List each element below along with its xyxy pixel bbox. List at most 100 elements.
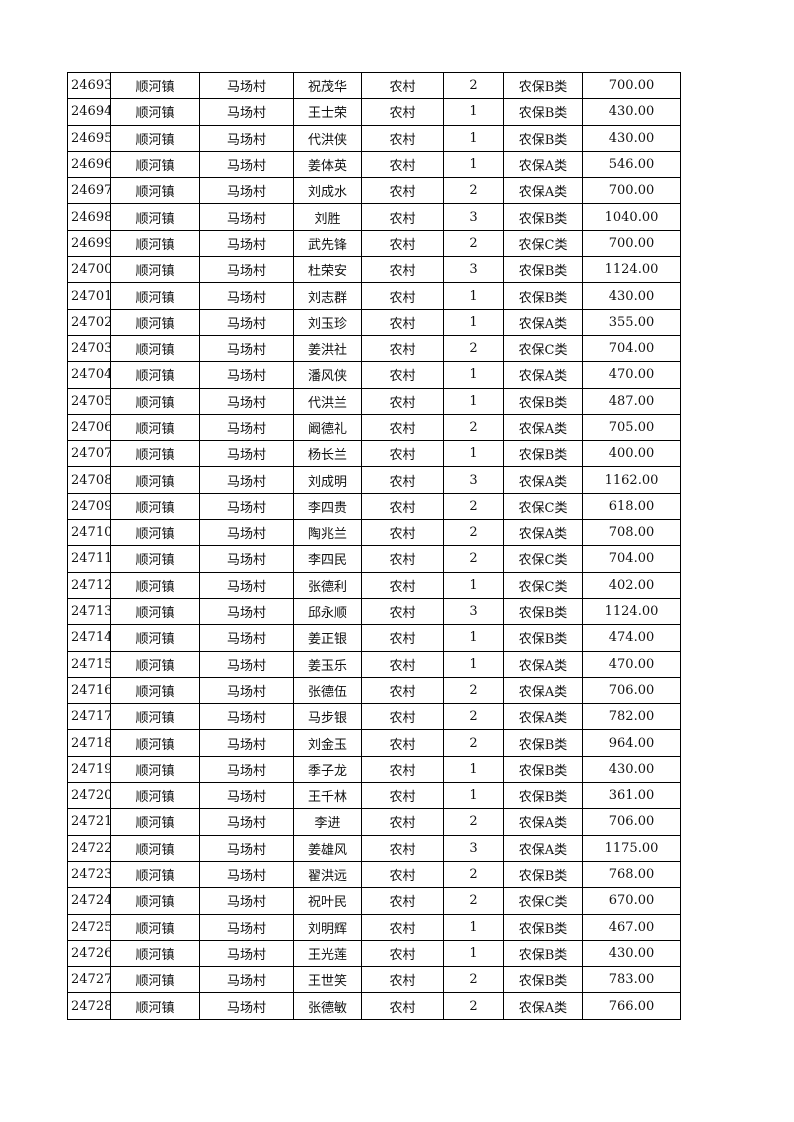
row-number-cell: 24697	[67, 177, 111, 205]
row-number-cell: 24705	[67, 387, 111, 415]
town-cell: 顺河镇	[110, 782, 200, 810]
area-type-cell: 农村	[361, 177, 444, 205]
table-row: 24705 顺河镇 马场村 代洪兰 农村 1 农保B类 487.00	[67, 387, 681, 415]
row-number-cell: 24720	[67, 782, 111, 810]
area-type-cell: 农村	[361, 150, 444, 179]
table-row: 24716 顺河镇 马场村 张德伍 农村 2 农保A类 706.00	[67, 676, 681, 705]
person-count-cell: 1	[443, 150, 504, 179]
name-cell: 王光莲	[293, 939, 362, 968]
category-cell: 农保B类	[503, 624, 583, 652]
row-number-cell: 24700	[67, 256, 111, 284]
row-number-cell: 24728	[67, 992, 111, 1020]
amount-cell: 402.00	[582, 571, 681, 599]
name-cell: 张德伍	[293, 676, 362, 705]
table-row: 24694 顺河镇 马场村 王士荣 农村 1 农保B类 430.00	[67, 98, 681, 126]
category-cell: 农保B类	[503, 71, 583, 100]
person-count-cell: 2	[443, 519, 504, 547]
person-count-cell: 2	[443, 703, 504, 731]
table-row: 24700 顺河镇 马场村 杜荣安 农村 3 农保B类 1124.00	[67, 256, 681, 284]
person-count-cell: 2	[443, 413, 504, 442]
village-cell: 马场村	[199, 808, 294, 836]
row-number-cell: 24706	[67, 413, 111, 442]
area-type-cell: 农村	[361, 308, 444, 336]
village-cell: 马场村	[199, 229, 294, 258]
area-type-cell: 农村	[361, 203, 444, 231]
category-cell: 农保B类	[503, 782, 583, 810]
name-cell: 刘志群	[293, 282, 362, 310]
category-cell: 农保C类	[503, 229, 583, 258]
amount-cell: 618.00	[582, 492, 681, 521]
category-cell: 农保B类	[503, 282, 583, 310]
person-count-cell: 2	[443, 729, 504, 757]
name-cell: 李进	[293, 808, 362, 836]
table-row: 24719 顺河镇 马场村 季子龙 农村 1 农保B类 430.00	[67, 755, 681, 784]
amount-cell: 467.00	[582, 913, 681, 941]
category-cell: 农保A类	[503, 150, 583, 179]
category-cell: 农保A类	[503, 413, 583, 442]
category-cell: 农保B类	[503, 939, 583, 968]
person-count-cell: 2	[443, 229, 504, 258]
row-number-cell: 24707	[67, 440, 111, 468]
name-cell: 姜雄风	[293, 834, 362, 862]
person-count-cell: 1	[443, 650, 504, 678]
town-cell: 顺河镇	[110, 887, 200, 915]
area-type-cell: 农村	[361, 729, 444, 757]
village-cell: 马场村	[199, 966, 294, 994]
person-count-cell: 2	[443, 492, 504, 521]
town-cell: 顺河镇	[110, 124, 200, 152]
name-cell: 邱永顺	[293, 597, 362, 626]
table-row: 24728 顺河镇 马场村 张德敏 农村 2 农保A类 766.00	[67, 992, 681, 1020]
table-row: 24721 顺河镇 马场村 李进 农村 2 农保A类 706.00	[67, 808, 681, 836]
category-cell: 农保A类	[503, 361, 583, 389]
person-count-cell: 1	[443, 124, 504, 152]
table-row: 24723 顺河镇 马场村 翟洪远 农村 2 农保B类 768.00	[67, 860, 681, 889]
town-cell: 顺河镇	[110, 282, 200, 310]
table-body: 24693 顺河镇 马场村 祝茂华 农村 2 农保B类 700.00 24694 顺河镇 马场村 王士…	[67, 71, 681, 1020]
row-number-cell: 24718	[67, 729, 111, 757]
row-number-cell: 24716	[67, 676, 111, 705]
person-count-cell: 2	[443, 966, 504, 994]
person-count-cell: 2	[443, 808, 504, 836]
name-cell: 刘胜	[293, 203, 362, 231]
amount-cell: 1124.00	[582, 597, 681, 626]
name-cell: 马步银	[293, 703, 362, 731]
row-number-cell: 24696	[67, 150, 111, 179]
town-cell: 顺河镇	[110, 992, 200, 1020]
name-cell: 刘成明	[293, 466, 362, 494]
row-number-cell: 24711	[67, 545, 111, 573]
row-number-cell: 24704	[67, 361, 111, 389]
name-cell: 武先锋	[293, 229, 362, 258]
table-row: 24704 顺河镇 马场村 潘风侠 农村 1 农保A类 470.00	[67, 361, 681, 389]
amount-cell: 706.00	[582, 808, 681, 836]
village-cell: 马场村	[199, 939, 294, 968]
person-count-cell: 2	[443, 887, 504, 915]
category-cell: 农保B类	[503, 98, 583, 126]
name-cell: 祝叶民	[293, 887, 362, 915]
name-cell: 张德敏	[293, 992, 362, 1020]
village-cell: 马场村	[199, 413, 294, 442]
row-number-cell: 24725	[67, 913, 111, 941]
row-number-cell: 24712	[67, 571, 111, 599]
person-count-cell: 2	[443, 860, 504, 889]
amount-cell: 1162.00	[582, 466, 681, 494]
row-number-cell: 24708	[67, 466, 111, 494]
name-cell: 刘明辉	[293, 913, 362, 941]
category-cell: 农保A类	[503, 808, 583, 836]
amount-cell: 704.00	[582, 545, 681, 573]
row-number-cell: 24727	[67, 966, 111, 994]
town-cell: 顺河镇	[110, 939, 200, 968]
row-number-cell: 24715	[67, 650, 111, 678]
person-count-cell: 1	[443, 913, 504, 941]
table-row: 24714 顺河镇 马场村 姜正银 农村 1 农保B类 474.00	[67, 624, 681, 652]
amount-cell: 700.00	[582, 177, 681, 205]
amount-cell: 430.00	[582, 939, 681, 968]
person-count-cell: 2	[443, 545, 504, 573]
amount-cell: 708.00	[582, 519, 681, 547]
village-cell: 马场村	[199, 203, 294, 231]
town-cell: 顺河镇	[110, 808, 200, 836]
area-type-cell: 农村	[361, 413, 444, 442]
table-row: 24702 顺河镇 马场村 刘玉珍 农村 1 农保A类 355.00	[67, 308, 681, 336]
name-cell: 李四贵	[293, 492, 362, 521]
village-cell: 马场村	[199, 282, 294, 310]
category-cell: 农保A类	[503, 466, 583, 494]
